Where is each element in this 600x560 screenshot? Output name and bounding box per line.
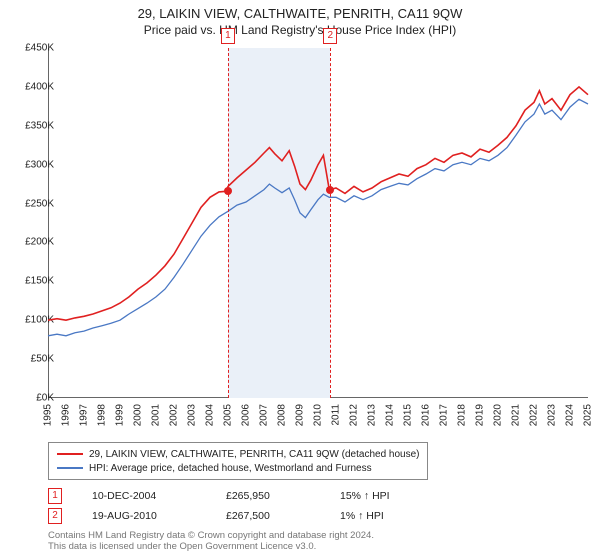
x-tick-label: 2007 xyxy=(259,404,270,426)
x-tick-label: 1996 xyxy=(61,404,72,426)
event-marker-label: 1 xyxy=(221,28,235,44)
x-tick-label: 2002 xyxy=(169,404,180,426)
x-tick-label: 1998 xyxy=(97,404,108,426)
x-tick-label: 2024 xyxy=(565,404,576,426)
footer-line: This data is licensed under the Open Gov… xyxy=(48,541,374,552)
x-tick-label: 2014 xyxy=(385,404,396,426)
series-line xyxy=(48,99,588,335)
event-price: £265,950 xyxy=(226,490,316,502)
x-tick-label: 2015 xyxy=(403,404,414,426)
x-tick-label: 2005 xyxy=(223,404,234,426)
footer-line: Contains HM Land Registry data © Crown c… xyxy=(48,530,374,541)
x-tick-label: 2012 xyxy=(349,404,360,426)
x-tick-label: 2008 xyxy=(277,404,288,426)
x-tick-label: 2017 xyxy=(439,404,450,426)
x-tick-label: 2023 xyxy=(547,404,558,426)
x-tick-label: 2011 xyxy=(331,404,342,426)
footer-attribution: Contains HM Land Registry data © Crown c… xyxy=(48,530,374,553)
event-badge: 1 xyxy=(48,488,62,504)
x-tick-label: 2025 xyxy=(583,404,594,426)
x-tick-label: 2013 xyxy=(367,404,378,426)
titles: 29, LAIKIN VIEW, CALTHWAITE, PENRITH, CA… xyxy=(0,0,600,37)
event-marker-label: 2 xyxy=(323,28,337,44)
legend-swatch xyxy=(57,467,83,469)
x-tick-label: 2006 xyxy=(241,404,252,426)
event-badge: 2 xyxy=(48,508,62,524)
chart-container: 29, LAIKIN VIEW, CALTHWAITE, PENRITH, CA… xyxy=(0,0,600,560)
chart-plot-area: 12 xyxy=(48,48,588,398)
x-tick-label: 2018 xyxy=(457,404,468,426)
event-dashline xyxy=(228,48,229,398)
x-tick-label: 2020 xyxy=(493,404,504,426)
event-delta: 15% ↑ HPI xyxy=(340,490,390,502)
legend: 29, LAIKIN VIEW, CALTHWAITE, PENRITH, CA… xyxy=(48,442,428,480)
x-tick-label: 2009 xyxy=(295,404,306,426)
legend-item: HPI: Average price, detached house, West… xyxy=(57,461,419,475)
x-tick-label: 1997 xyxy=(79,404,90,426)
x-tick-label: 2019 xyxy=(475,404,486,426)
x-tick-label: 2010 xyxy=(313,404,324,426)
x-tick-label: 2004 xyxy=(205,404,216,426)
event-delta: 1% ↑ HPI xyxy=(340,510,384,522)
legend-label: 29, LAIKIN VIEW, CALTHWAITE, PENRITH, CA… xyxy=(89,449,419,460)
x-tick-label: 2000 xyxy=(133,404,144,426)
chart-subtitle: Price paid vs. HM Land Registry's House … xyxy=(0,23,600,37)
series-line xyxy=(48,87,588,320)
chart-title: 29, LAIKIN VIEW, CALTHWAITE, PENRITH, CA… xyxy=(0,6,600,21)
legend-swatch xyxy=(57,453,83,455)
x-tick-label: 2016 xyxy=(421,404,432,426)
x-tick-label: 2003 xyxy=(187,404,198,426)
x-tick-label: 2022 xyxy=(529,404,540,426)
event-dashline xyxy=(330,48,331,398)
event-price: £267,500 xyxy=(226,510,316,522)
x-tick-label: 1999 xyxy=(115,404,126,426)
event-date: 10-DEC-2004 xyxy=(92,490,202,502)
legend-label: HPI: Average price, detached house, West… xyxy=(89,463,372,474)
x-tick-label: 2021 xyxy=(511,404,522,426)
event-dot xyxy=(326,186,334,194)
event-date: 19-AUG-2010 xyxy=(92,510,202,522)
event-row: 2 19-AUG-2010 £267,500 1% ↑ HPI xyxy=(48,506,390,526)
x-tick-label: 1995 xyxy=(43,404,54,426)
event-dot xyxy=(224,187,232,195)
event-table: 1 10-DEC-2004 £265,950 15% ↑ HPI 2 19-AUG-201… xyxy=(48,486,390,526)
legend-item: 29, LAIKIN VIEW, CALTHWAITE, PENRITH, CA… xyxy=(57,447,419,461)
x-tick-label: 2001 xyxy=(151,404,162,426)
event-row: 1 10-DEC-2004 £265,950 15% ↑ HPI xyxy=(48,486,390,506)
